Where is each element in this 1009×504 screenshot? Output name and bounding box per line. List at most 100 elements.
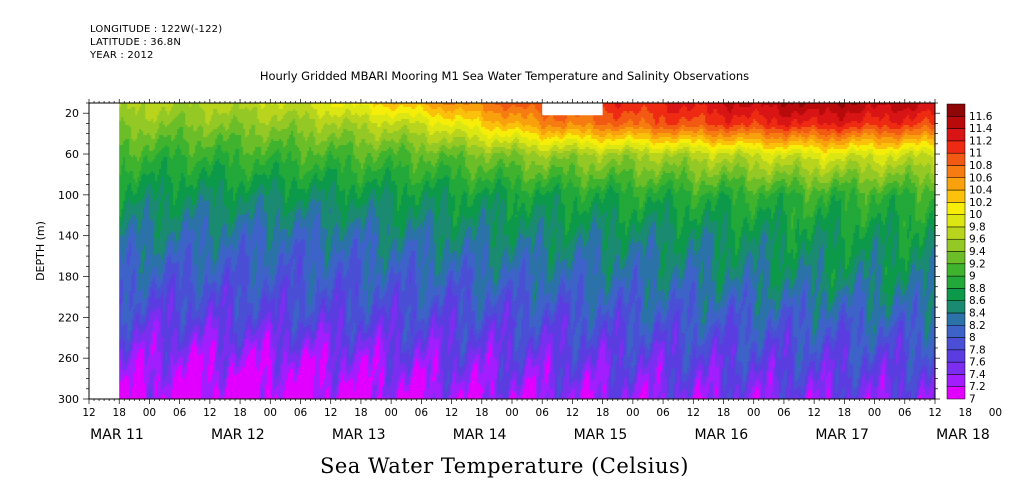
heatmap-cell: [639, 145, 642, 152]
heatmap-cell: [609, 185, 612, 220]
heatmap-cell: [371, 315, 374, 340]
heatmap-cell: [165, 351, 168, 362]
heatmap-cell: [645, 247, 648, 288]
heatmap-cell: [163, 107, 166, 126]
heatmap-cell: [595, 139, 598, 146]
heatmap-cell: [519, 233, 522, 260]
heatmap-cell: [193, 205, 196, 216]
heatmap-cell: [565, 131, 568, 136]
heatmap-cell: [627, 127, 630, 132]
heatmap-cell: [269, 323, 272, 360]
heatmap-cell: [541, 271, 544, 316]
heatmap-cell: [433, 167, 436, 178]
heatmap-cell: [379, 187, 382, 200]
heatmap-cell: [427, 211, 430, 226]
heatmap-cell: [349, 131, 352, 142]
heatmap-cell: [633, 269, 636, 304]
heatmap-cell: [207, 135, 210, 148]
heatmap-cell: [305, 339, 308, 348]
heatmap-cell: [327, 371, 330, 388]
heatmap-cell: [247, 235, 250, 258]
heatmap-cell: [441, 179, 444, 194]
heatmap-cell: [247, 201, 250, 212]
heatmap-cell: [309, 119, 312, 134]
heatmap-cell: [635, 135, 638, 140]
heatmap-cell: [333, 123, 336, 134]
heatmap-cell: [243, 233, 246, 288]
heatmap-cell: [461, 195, 464, 216]
heatmap-cell: [425, 323, 428, 338]
heatmap-cell: [211, 283, 214, 292]
heatmap-cell: [409, 241, 412, 258]
heatmap-cell: [551, 389, 554, 399]
heatmap-cell: [477, 227, 480, 322]
heatmap-cell: [291, 255, 294, 268]
heatmap-cell: [153, 139, 156, 150]
heatmap-cell: [421, 133, 424, 144]
heatmap-cell: [271, 105, 274, 118]
heatmap-cell: [129, 155, 132, 172]
heatmap-cell: [181, 307, 184, 332]
heatmap-cell: [285, 113, 288, 130]
heatmap-cell: [465, 105, 468, 114]
heatmap-cell: [265, 103, 268, 126]
heatmap-cell: [535, 281, 538, 292]
heatmap-cell: [389, 109, 392, 118]
heatmap-cell: [501, 137, 504, 144]
heatmap-cell: [655, 305, 658, 316]
heatmap-cell: [507, 103, 510, 110]
heatmap-cell: [443, 297, 446, 306]
heatmap-cell: [245, 213, 248, 224]
heatmap-cell: [483, 311, 486, 326]
heatmap-cell: [503, 235, 506, 252]
heatmap-cell: [639, 241, 642, 278]
heatmap-cell: [649, 161, 652, 172]
heatmap-cell: [455, 121, 458, 130]
heatmap-cell: [345, 275, 348, 336]
heatmap-cell: [627, 135, 630, 140]
heatmap-cell: [655, 149, 658, 154]
heatmap-cell: [375, 123, 378, 142]
heatmap-cell: [189, 155, 192, 176]
heatmap-cell: [385, 339, 388, 378]
heatmap-cell: [213, 329, 216, 342]
heatmap-cell: [647, 363, 650, 374]
heatmap-cell: [325, 151, 328, 162]
heatmap-cell: [169, 177, 172, 220]
heatmap-cell: [455, 251, 458, 274]
heatmap-cell: [395, 283, 398, 294]
heatmap-cell: [375, 245, 378, 276]
heatmap-cell: [249, 343, 252, 352]
heatmap-cell: [313, 375, 316, 399]
heatmap-cell: [337, 129, 340, 140]
heatmap-cell: [277, 105, 280, 122]
heatmap-cell: [555, 131, 558, 136]
heatmap-cell: [491, 137, 494, 144]
heatmap-cell: [239, 183, 242, 196]
heatmap-cell: [479, 373, 482, 386]
heatmap-cell: [269, 275, 272, 294]
heatmap-cell: [645, 123, 648, 130]
heatmap-cell: [383, 139, 386, 152]
heatmap-cell: [521, 117, 524, 126]
heatmap-cell: [581, 187, 584, 204]
heatmap-cell: [349, 223, 352, 246]
heatmap-cell: [485, 299, 488, 316]
heatmap-cell: [191, 345, 194, 399]
heatmap-cell: [221, 395, 224, 399]
heatmap-cell: [231, 223, 234, 234]
heatmap-cell: [599, 187, 602, 200]
heatmap-cell: [353, 173, 356, 186]
heatmap-cell: [441, 325, 444, 342]
heatmap-cell: [161, 217, 164, 260]
heatmap-cell: [591, 133, 594, 140]
heatmap-cell: [317, 115, 320, 134]
heatmap-cell: [559, 369, 562, 394]
heatmap-cell: [177, 129, 180, 146]
heatmap-cell: [243, 185, 246, 204]
heatmap-cell: [273, 363, 276, 390]
heatmap-cell: [211, 291, 214, 302]
heatmap-cell: [283, 179, 286, 218]
heatmap-cell: [537, 173, 540, 182]
heatmap-cell: [551, 265, 554, 280]
